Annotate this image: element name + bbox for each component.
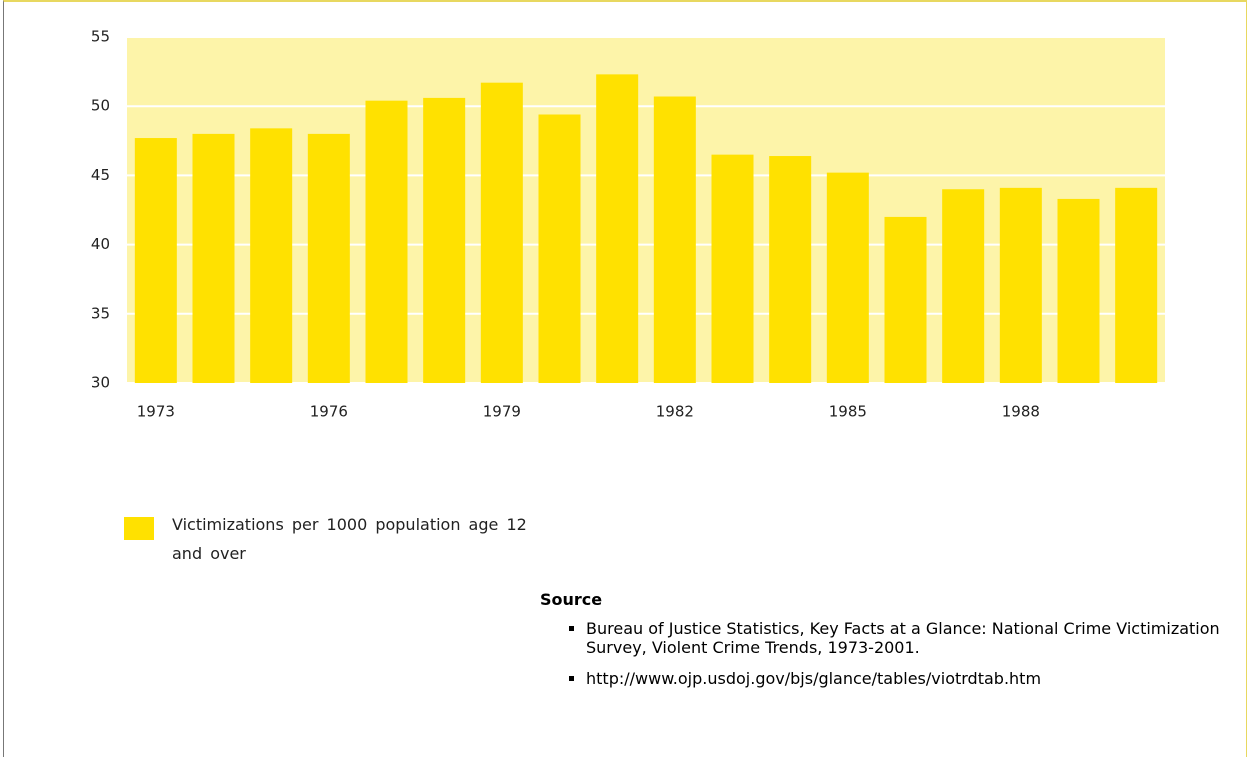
bar	[480, 82, 523, 383]
bar	[134, 138, 177, 383]
x-tick-label: 1973	[137, 403, 175, 421]
bar	[423, 97, 466, 383]
bar	[596, 74, 639, 384]
bar	[1057, 198, 1100, 383]
bar	[942, 189, 985, 383]
source: Source Bureau of Justice Statistics, Key…	[540, 590, 1240, 700]
y-tick-label: 40	[91, 235, 110, 253]
x-tick-label: 1976	[310, 403, 348, 421]
y-tick-label: 50	[91, 97, 110, 115]
bar	[769, 156, 812, 383]
bar	[307, 133, 350, 383]
bar	[884, 216, 927, 383]
legend: Victimizations per 1000 population age 1…	[124, 510, 532, 568]
y-tick-label: 45	[91, 166, 110, 184]
y-tick-label: 55	[91, 28, 110, 46]
source-list: Bureau of Justice Statistics, Key Facts …	[540, 619, 1240, 688]
bar	[711, 154, 754, 383]
bar	[192, 133, 235, 383]
bar	[538, 114, 581, 383]
x-tick-label: 1979	[483, 403, 521, 421]
y-tick-label: 35	[91, 304, 110, 322]
source-item: http://www.ojp.usdoj.gov/bjs/glance/tabl…	[586, 669, 1240, 688]
x-tick-label: 1982	[656, 403, 694, 421]
legend-swatch	[124, 517, 154, 540]
legend-label: Victimizations per 1000 population age 1…	[172, 515, 527, 563]
bar	[999, 187, 1042, 383]
frame	[3, 0, 1247, 757]
source-item: Bureau of Justice Statistics, Key Facts …	[586, 619, 1240, 657]
bar	[1115, 187, 1158, 383]
source-heading: Source	[540, 590, 603, 609]
x-tick-label: 1985	[829, 403, 867, 421]
plot-background	[127, 37, 1165, 383]
x-tick-label: 1988	[1002, 403, 1040, 421]
y-tick-label: 30	[91, 374, 110, 392]
chart: 30 35 40 45 50 55 1973 1976 1979 1982 1985 1988	[91, 28, 1165, 421]
bar	[653, 96, 696, 384]
bar	[365, 100, 408, 383]
bar	[250, 128, 293, 383]
bar	[826, 172, 869, 383]
